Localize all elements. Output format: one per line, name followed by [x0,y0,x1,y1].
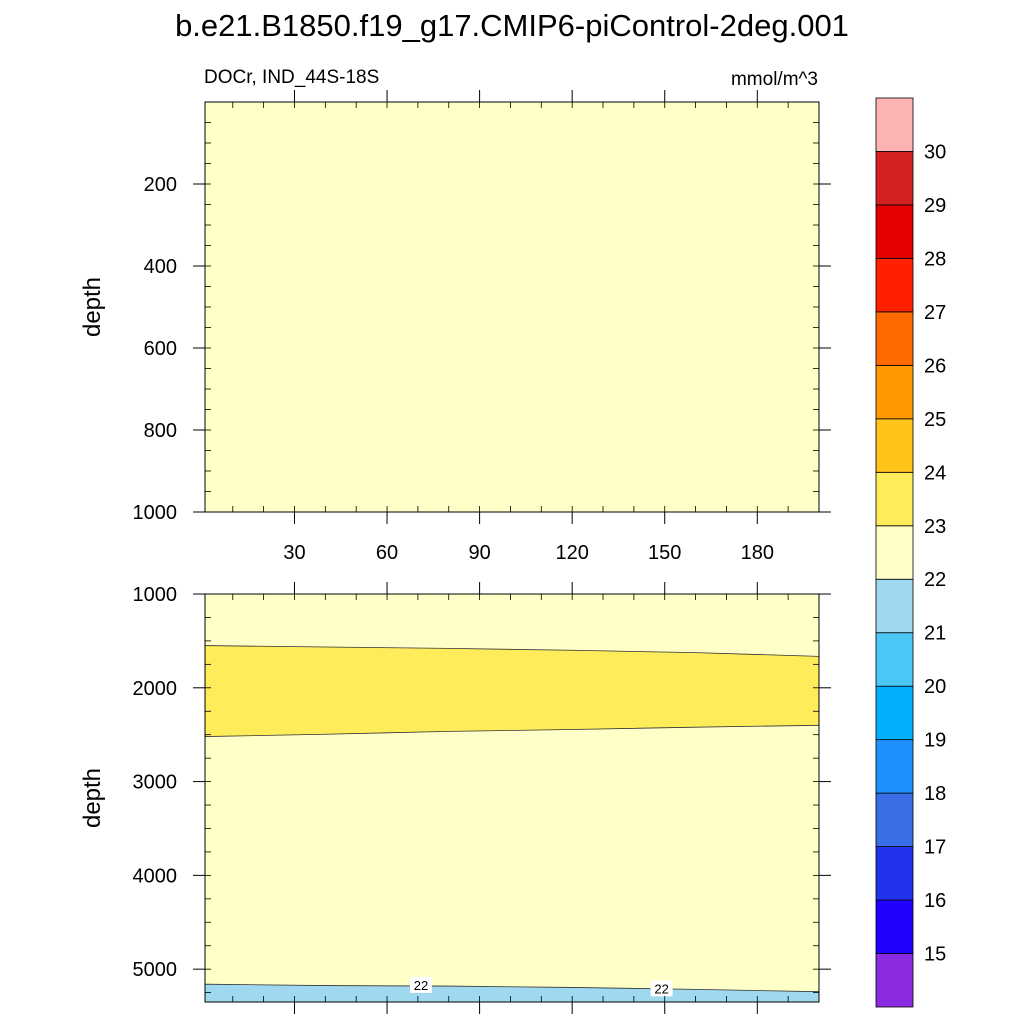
colorbar-label: 20 [924,676,946,698]
colorbar-label: 18 [924,783,946,805]
colorbar-label: 27 [924,302,946,324]
colorbar-label: 28 [924,248,946,270]
colorbar-swatch [875,97,914,152]
lower-contour-line [204,645,820,657]
x-tick-label: 150 [648,542,681,564]
colorbar-swatch [875,525,914,580]
x-tick-label: 90 [468,542,490,564]
colorbar-label: 24 [924,462,946,484]
colorbar-swatch [875,311,914,366]
upper-panel: 200 400 600 800 1000 30 60 90 120 150 180 depth [79,90,831,564]
colorbar-swatch [875,364,914,420]
y-tick-label: 1000 [133,502,178,524]
colorbar-label: 30 [924,141,946,163]
colorbar-label: 21 [924,623,946,645]
colorbar-label: 16 [924,890,946,912]
contour-label: 22 [654,981,668,996]
y-tick-label: 5000 [133,959,178,981]
colorbar-swatch [875,578,914,634]
contour-label-box [409,976,432,993]
y-tick-label: 4000 [133,865,178,887]
y-tick-label: 600 [144,338,177,360]
y-tick-label: 400 [144,256,177,278]
y-tick-label: 200 [144,174,177,196]
y-tick-label: 3000 [133,772,178,794]
colorbar-label: 19 [924,730,946,752]
lower-band-21-22 [205,984,819,1002]
lower-contour-line [204,983,820,993]
upper-background-fill [205,102,819,512]
colorbar-swatch [875,792,914,847]
x-tick-label: 60 [376,542,398,564]
colorbar: 15 16 17 18 19 20 21 22 23 24 25 26 27 28 29 30 [875,97,946,1008]
lower-panel: 22 22 1000 2000 3000 4000 5000 depth [79,582,831,1014]
y-tick-label: 800 [144,420,177,442]
contour-label: 22 [414,978,428,993]
y-tick-label: 2000 [133,678,178,700]
colorbar-swatch [875,204,914,259]
colorbar-label: 26 [924,355,946,377]
colorbar-label: 29 [924,195,946,217]
chart-title: b.e21.B1850.f19_g17.CMIP6-piControl-2deg… [175,8,849,43]
colorbar-swatch [875,258,914,313]
colorbar-swatch [875,418,914,473]
colorbar-swatch [875,953,914,1008]
colorbar-swatch [875,846,914,901]
colorbar-swatch [875,632,914,687]
colorbar-swatch [875,739,914,794]
colorbar-label: 15 [924,944,946,966]
colorbar-swatch [875,151,914,206]
colorbar-label: 25 [924,409,946,431]
colorbar-swatch [875,471,914,527]
colorbar-label: 17 [924,837,946,859]
contour-label-box [650,980,673,997]
colorbar-label: 23 [924,516,946,538]
lower-band-23-24 [205,645,819,737]
units-label: mmol/m^3 [731,69,818,90]
chart-subtitle: DOCr, IND_44S-18S [204,67,379,88]
y-tick-label: 1000 [133,584,178,606]
y-axis-label: depth [79,277,106,337]
x-tick-label: 180 [741,542,774,564]
x-tick-label: 120 [555,542,588,564]
lower-frame [204,593,820,1003]
x-tick-label: 30 [283,542,305,564]
y-axis-label: depth [79,768,106,828]
lower-contour-line [204,724,820,737]
colorbar-label: 22 [924,569,946,591]
colorbar-swatch [875,899,914,954]
colorbar-swatch [875,685,914,741]
